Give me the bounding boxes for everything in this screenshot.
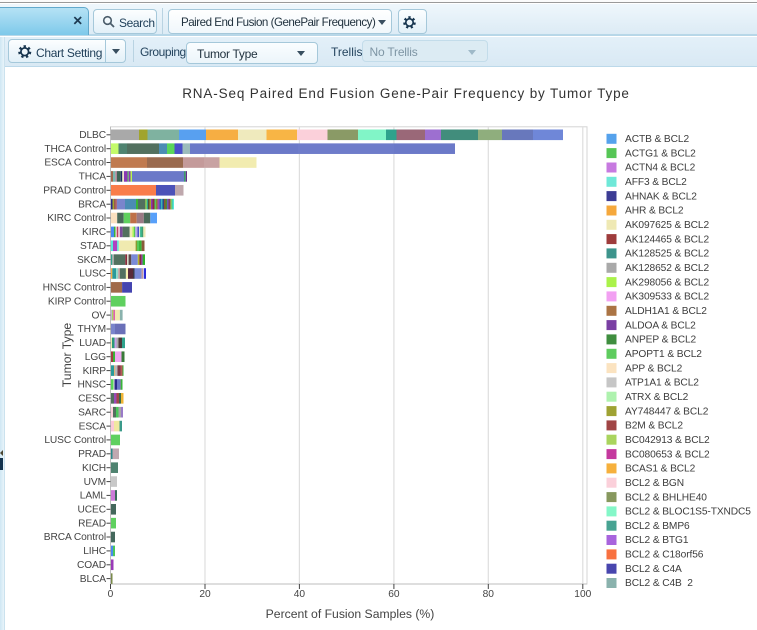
svg-text:APOPT1 & BCL2: APOPT1 & BCL2 <box>625 349 702 360</box>
svg-text:HNSC Control: HNSC Control <box>43 283 106 294</box>
svg-text:ALDH1A1 & BCL2: ALDH1A1 & BCL2 <box>625 306 707 317</box>
svg-text:BRCA: BRCA <box>78 199 106 210</box>
svg-text:BLCA: BLCA <box>80 574 107 585</box>
svg-text:LUSC Control: LUSC Control <box>44 435 106 446</box>
svg-text:AHR & BCL2: AHR & BCL2 <box>625 206 684 217</box>
svg-text:COAD: COAD <box>77 560 106 571</box>
svg-text:PRAD Control: PRAD Control <box>43 185 106 196</box>
svg-text:LAML: LAML <box>80 491 107 502</box>
svg-text:RNA-Seq Paired End Fusion Gene: RNA-Seq Paired End Fusion Gene-Pair Freq… <box>182 86 630 101</box>
svg-text:KIRP: KIRP <box>83 366 107 377</box>
svg-text:HNSC: HNSC <box>78 380 106 391</box>
svg-text:THYM: THYM <box>78 324 106 335</box>
svg-text:BC042913 & BCL2: BC042913 & BCL2 <box>625 435 710 446</box>
svg-text:STAD: STAD <box>80 241 106 252</box>
svg-text:READ: READ <box>78 518 106 529</box>
svg-text:UVM: UVM <box>84 477 106 488</box>
svg-text:THCA Control: THCA Control <box>44 144 106 155</box>
svg-text:BCL2 & BMP6: BCL2 & BMP6 <box>625 521 690 532</box>
svg-text:BCL2 & BTG1: BCL2 & BTG1 <box>625 535 689 546</box>
svg-text:KIRP Control: KIRP Control <box>48 296 106 307</box>
svg-text:SARC: SARC <box>78 407 106 418</box>
svg-text:LGG: LGG <box>85 352 106 363</box>
svg-text:BCL2 & C18orf56: BCL2 & C18orf56 <box>625 550 704 561</box>
svg-text:ESCA Control: ESCA Control <box>44 158 106 169</box>
svg-text:80: 80 <box>483 589 495 600</box>
svg-text:BCL2 & BGN: BCL2 & BGN <box>625 478 684 489</box>
svg-text:BCL2 & C4B 2: BCL2 & C4B 2 <box>625 578 693 589</box>
svg-text:40: 40 <box>294 589 306 600</box>
svg-text:ACTG1 & BCL2: ACTG1 & BCL2 <box>625 148 696 159</box>
svg-text:LUSC: LUSC <box>79 269 106 280</box>
svg-text:AFF3 & BCL2: AFF3 & BCL2 <box>625 177 687 188</box>
svg-text:0: 0 <box>108 589 114 600</box>
svg-text:THCA: THCA <box>79 172 107 183</box>
svg-text:UCEC: UCEC <box>78 504 106 515</box>
svg-text:AHNAK & BCL2: AHNAK & BCL2 <box>625 191 697 202</box>
svg-text:Percent of Fusion Samples (%): Percent of Fusion Samples (%) <box>266 607 435 621</box>
svg-text:ATRX & BCL2: ATRX & BCL2 <box>625 392 689 403</box>
svg-text:60: 60 <box>388 589 400 600</box>
svg-text:BCL2 & BLOC1S5-TXNDC5: BCL2 & BLOC1S5-TXNDC5 <box>625 507 751 518</box>
svg-text:BCL2 & BHLHE40: BCL2 & BHLHE40 <box>625 492 707 503</box>
svg-text:PRAD: PRAD <box>78 449 106 460</box>
svg-text:BCL2 & C4A: BCL2 & C4A <box>625 564 682 575</box>
svg-text:ACTB & BCL2: ACTB & BCL2 <box>625 134 689 145</box>
svg-text:APP & BCL2: APP & BCL2 <box>625 363 683 374</box>
svg-text:ATP1A1 & BCL2: ATP1A1 & BCL2 <box>625 378 699 389</box>
svg-text:BCAS1 & BCL2: BCAS1 & BCL2 <box>625 464 696 475</box>
svg-text:SKCM: SKCM <box>77 255 106 266</box>
svg-text:AK124465 & BCL2: AK124465 & BCL2 <box>625 234 709 245</box>
svg-text:LIHC: LIHC <box>83 546 106 557</box>
svg-text:AK128525 & BCL2: AK128525 & BCL2 <box>625 249 709 260</box>
svg-text:100: 100 <box>574 589 591 600</box>
svg-text:Tumor Type: Tumor Type <box>60 323 74 388</box>
svg-text:CESC: CESC <box>78 393 106 404</box>
svg-text:ANPEP & BCL2: ANPEP & BCL2 <box>625 335 697 346</box>
svg-text:ALDOA & BCL2: ALDOA & BCL2 <box>625 320 696 331</box>
svg-text:BC080653 & BCL2: BC080653 & BCL2 <box>625 449 710 460</box>
svg-text:AK309533 & BCL2: AK309533 & BCL2 <box>625 292 709 303</box>
svg-text:20: 20 <box>199 589 211 600</box>
svg-text:AK128652 & BCL2: AK128652 & BCL2 <box>625 263 709 274</box>
svg-text:AY748447 & BCL2: AY748447 & BCL2 <box>625 406 709 417</box>
svg-text:KIRC Control: KIRC Control <box>47 213 106 224</box>
svg-text:DLBC: DLBC <box>79 130 106 141</box>
svg-text:LUAD: LUAD <box>79 338 106 349</box>
svg-text:AK097625 & BCL2: AK097625 & BCL2 <box>625 220 709 231</box>
svg-text:ESCA: ESCA <box>79 421 107 432</box>
svg-text:KICH: KICH <box>82 463 106 474</box>
svg-text:B2M & BCL2: B2M & BCL2 <box>625 421 683 432</box>
svg-text:KIRC: KIRC <box>82 227 106 238</box>
svg-text:AK298056 & BCL2: AK298056 & BCL2 <box>625 277 709 288</box>
svg-text:ACTN4 & BCL2: ACTN4 & BCL2 <box>625 163 696 174</box>
svg-text:BRCA Control: BRCA Control <box>44 532 106 543</box>
svg-text:OV: OV <box>91 310 106 321</box>
